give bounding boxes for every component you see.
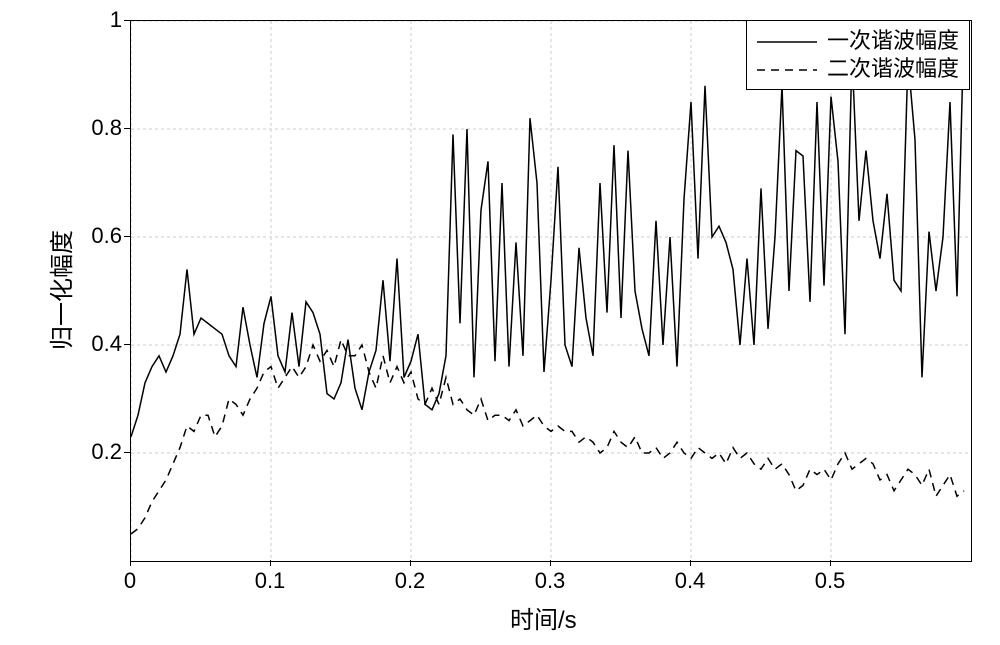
legend-item: 二次谐波幅度 bbox=[757, 55, 959, 83]
y-tick-label: 0.2 bbox=[80, 439, 122, 465]
series-line bbox=[131, 340, 964, 534]
legend-swatch bbox=[757, 31, 817, 51]
y-tick-label: 0.8 bbox=[80, 115, 122, 141]
x-tick-label: 0 bbox=[124, 568, 136, 594]
x-tick-label: 0.2 bbox=[395, 568, 426, 594]
series-svg bbox=[131, 21, 971, 561]
x-axis-label: 时间/s bbox=[510, 600, 577, 635]
legend-swatch bbox=[757, 59, 817, 79]
y-tick-label: 1 bbox=[80, 7, 122, 33]
y-axis-label: 归一化幅度 bbox=[42, 230, 77, 350]
x-tick-label: 0.4 bbox=[675, 568, 706, 594]
plot-area bbox=[130, 20, 972, 562]
y-tick-label: 0.4 bbox=[80, 331, 122, 357]
legend-label: 二次谐波幅度 bbox=[827, 55, 959, 83]
x-tick-label: 0.1 bbox=[255, 568, 286, 594]
chart-container: 归一化幅度 时间/s 一次谐波幅度二次谐波幅度 0 0.1 0.2 0.3 0.4 0.5… bbox=[0, 0, 1000, 645]
x-tick-label: 0.5 bbox=[815, 568, 846, 594]
legend-label: 一次谐波幅度 bbox=[827, 27, 959, 55]
x-tick-label: 0.3 bbox=[535, 568, 566, 594]
y-tick-label: 0.6 bbox=[80, 223, 122, 249]
legend-item: 一次谐波幅度 bbox=[757, 27, 959, 55]
legend: 一次谐波幅度二次谐波幅度 bbox=[746, 20, 970, 90]
